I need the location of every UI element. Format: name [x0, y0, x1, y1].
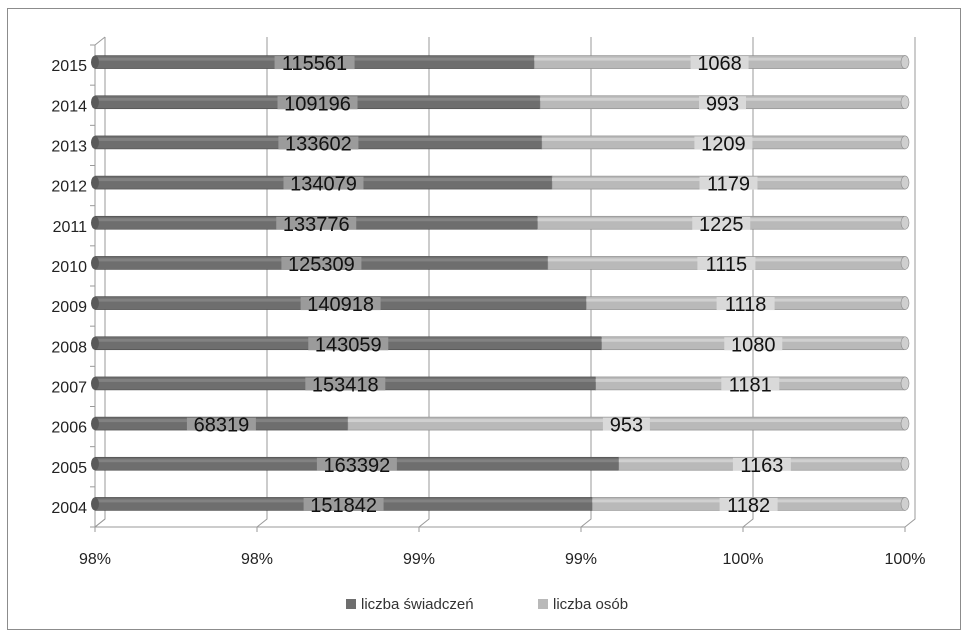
y-tick-label: 2006	[51, 420, 87, 437]
data-label-liczba-swiadczen: 151842	[310, 495, 377, 517]
data-label-liczba-swiadczen: 133602	[285, 133, 352, 155]
x-gridline	[742, 37, 754, 528]
legend: liczba świadczeń liczba osób	[346, 596, 628, 613]
x-tick-label: 100%	[885, 551, 926, 568]
y-tick-label: 2005	[51, 460, 87, 477]
data-label-liczba-osob: 1080	[731, 334, 776, 356]
chart-frame	[7, 8, 961, 630]
data-label-liczba-osob: 1118	[725, 294, 767, 316]
data-label-liczba-osob: 1182	[727, 495, 770, 517]
x-gridline	[580, 37, 592, 528]
x-gridline	[904, 37, 916, 528]
data-label-liczba-osob: 993	[706, 93, 739, 115]
gridlines	[94, 36, 916, 528]
y-tick-label: 2004	[51, 500, 87, 517]
data-label-liczba-osob: 1068	[697, 53, 742, 75]
y-tick-label: 2010	[51, 259, 87, 276]
data-labels: 151842 1182 163392 1163 68319 953 153418 1181 14…	[186, 53, 791, 517]
y-tick-label: 2015	[51, 58, 87, 75]
data-label-liczba-osob: 1115	[706, 254, 748, 276]
x-tick-label: 98%	[241, 551, 273, 568]
x-gridline	[94, 37, 106, 528]
data-label-liczba-osob: 953	[610, 415, 643, 437]
y-tick-label: 2007	[51, 379, 87, 396]
data-label-liczba-osob: 1163	[740, 455, 783, 477]
data-label-liczba-swiadczen: 125309	[288, 254, 355, 276]
data-label-liczba-swiadczen: 153418	[312, 374, 379, 396]
y-tick-label: 2008	[51, 339, 87, 356]
x-gridline	[418, 37, 430, 528]
data-label-liczba-osob: 1179	[707, 174, 750, 196]
data-label-liczba-swiadczen: 163392	[324, 455, 391, 477]
data-label-liczba-osob: 1209	[701, 133, 746, 155]
data-label-liczba-osob: 1181	[729, 374, 772, 396]
axes: 98% 98% 99% 99% 100% 100% 2004 2005 2006 2007 2008…	[51, 44, 926, 568]
data-label-liczba-swiadczen: 109196	[284, 93, 351, 115]
data-label-liczba-swiadczen: 140918	[307, 294, 374, 316]
legend-label-series-2: liczba osób	[553, 596, 628, 613]
x-tick-label: 99%	[565, 551, 597, 568]
legend-label-series-1: liczba świadczeń	[361, 596, 474, 613]
legend-swatch-series-1	[346, 599, 356, 609]
y-tick-label: 2014	[51, 98, 87, 115]
x-tick-label: 99%	[403, 551, 435, 568]
data-label-liczba-swiadczen: 115561	[282, 53, 347, 75]
x-tick-label: 98%	[79, 551, 111, 568]
data-label-liczba-swiadczen: 134079	[290, 174, 357, 196]
data-label-liczba-osob: 1225	[699, 214, 744, 236]
data-label-liczba-swiadczen: 133776	[283, 214, 350, 236]
bars	[91, 55, 910, 511]
data-label-liczba-swiadczen: 68319	[194, 415, 250, 437]
x-tick-label: 100%	[723, 551, 764, 568]
legend-swatch-series-2	[538, 599, 548, 609]
y-tick-label: 2013	[51, 138, 87, 155]
y-tick-label: 2011	[53, 219, 88, 236]
y-tick-label: 2012	[51, 179, 87, 196]
data-label-liczba-swiadczen: 143059	[315, 334, 382, 356]
y-tick-label: 2009	[51, 299, 87, 316]
x-gridline	[256, 37, 268, 528]
